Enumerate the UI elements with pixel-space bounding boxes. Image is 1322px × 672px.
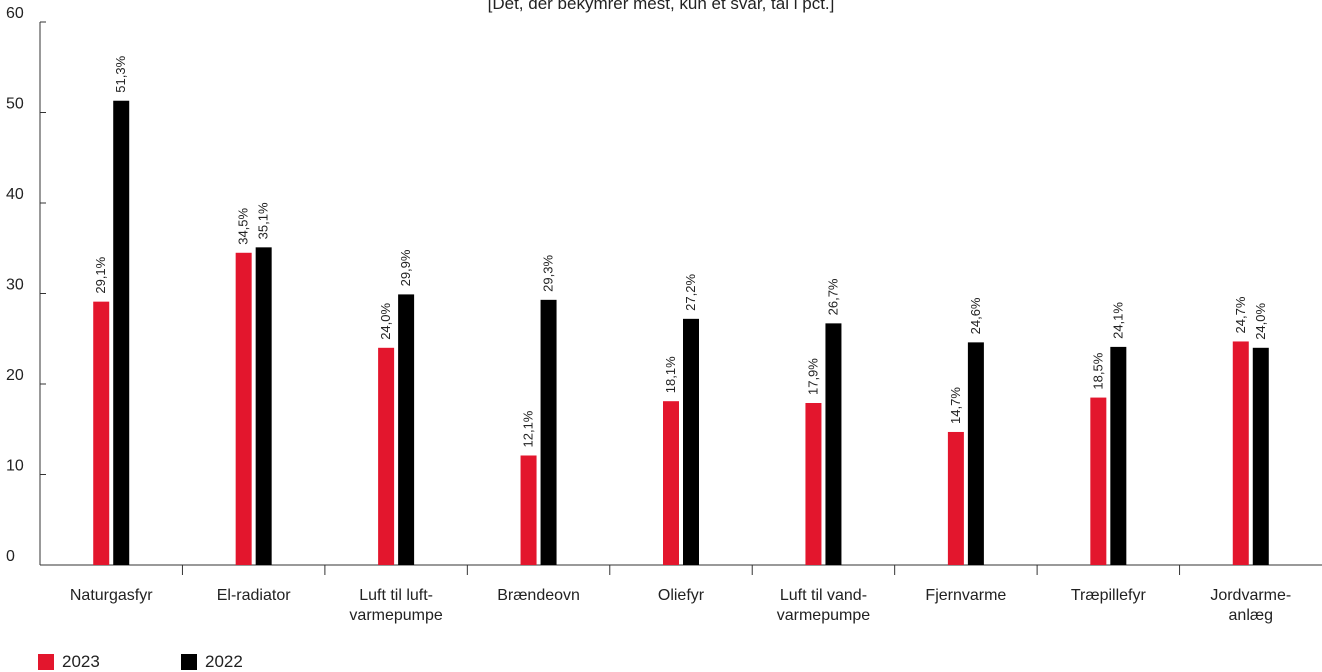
bar-2022 [540,299,557,565]
bar-2022 [967,342,984,565]
category-label: Luft til vand-varmepumpe [777,587,870,624]
category-label-line: Fjernvarme [925,587,1006,604]
category-label-line: varmepumpe [777,607,870,624]
bar-2023 [1232,341,1249,565]
bar-2022 [113,100,130,566]
category-label-line: Naturgasfyr [70,587,153,604]
data-label-2023: 18,1% [663,356,678,393]
y-tick-label: 30 [6,277,24,294]
data-label-2022: 51,3% [113,55,128,92]
axes: 0 10 20 30 40 50 60 [6,5,1322,575]
bar-2022 [1252,347,1269,565]
category-label: Fjernvarme [925,587,1006,604]
data-label-2022: 27,2% [683,274,698,311]
bar-2023 [378,347,395,565]
data-label-2022: 24,1% [1110,302,1125,339]
data-label-2023: 34,5% [236,207,251,244]
category-label-line: Luft til vand- [780,587,867,604]
bar-2023 [93,301,110,565]
data-label-2022: 26,7% [825,278,840,315]
bar-2022 [683,318,699,565]
bar-2022 [1110,346,1127,565]
data-label-2022: 24,6% [968,297,983,334]
y-tick-label: 40 [6,186,24,203]
legend: 2023 2022 [38,652,324,672]
category-label-line: anlæg [1229,607,1273,624]
chart-subtitle: [Det, der bekymrer mest, kun ét svar, ta… [488,0,835,13]
data-label-2023: 18,5% [1090,352,1105,389]
data-label-2023: 12,1% [521,410,536,447]
category-label-line: Brændeovn [497,587,580,604]
data-label-2023: 17,9% [805,358,820,395]
bar-2023 [947,431,964,565]
y-tick-label: 60 [6,5,24,22]
bar-2022 [825,323,842,565]
bar-2023 [235,252,252,565]
bars [93,100,1269,566]
legend-item-2023: 2023 [38,652,181,672]
y-tick-label: 50 [6,96,24,113]
category-label: Træpillefyr [1071,587,1147,604]
category-label-line: Jordvarme- [1210,587,1291,604]
legend-swatch-2023 [38,654,54,670]
category-label: Brændeovn [497,587,580,604]
category-label-line: El-radiator [217,587,291,604]
data-label-2022: 29,9% [398,249,413,286]
legend-item-2022: 2022 [181,652,324,672]
category-label: Naturgasfyr [70,587,153,604]
bar-2023 [805,403,822,565]
legend-label-2023: 2023 [62,652,100,671]
category-label-line: Luft til luft- [359,587,433,604]
data-label-2023: 14,7% [948,387,963,424]
data-label-2022: 35,1% [256,202,271,239]
legend-label-2022: 2022 [205,652,243,671]
data-label-2023: 24,0% [378,302,393,339]
category-label: Jordvarme-anlæg [1210,587,1291,624]
data-label-2022: 24,0% [1253,302,1268,339]
data-label-2023: 24,7% [1233,296,1248,333]
category-label-line: Træpillefyr [1071,587,1147,604]
category-label-line: varmepumpe [349,607,442,624]
bar-2023 [663,401,679,565]
category-label: El-radiator [217,587,291,604]
bar-2022 [255,247,272,565]
category-label: Luft til luft-varmepumpe [349,587,442,624]
category-label: Oliefyr [658,587,705,604]
data-label-2023: 29,1% [93,256,108,293]
bar-2023 [520,455,537,565]
y-tick-label: 20 [6,367,24,384]
legend-swatch-2022 [181,654,197,670]
category-label-line: Oliefyr [658,587,705,604]
bar-2023 [1090,397,1107,565]
category-labels: Naturgasfyr El-radiator Luft til luft-varm… [70,587,1291,624]
y-tick-label: 10 [6,458,24,475]
bar-chart: [Det, der bekymrer mest, kun ét svar, ta… [6,0,1322,624]
data-label-2022: 29,3% [541,255,556,292]
y-tick-label: 0 [6,548,15,565]
data-labels: 29,1% 51,3% 34,5% 35,1% 24,0% 29,9% 12,1% 29,3%… [93,55,1268,447]
bar-2022 [398,294,415,565]
